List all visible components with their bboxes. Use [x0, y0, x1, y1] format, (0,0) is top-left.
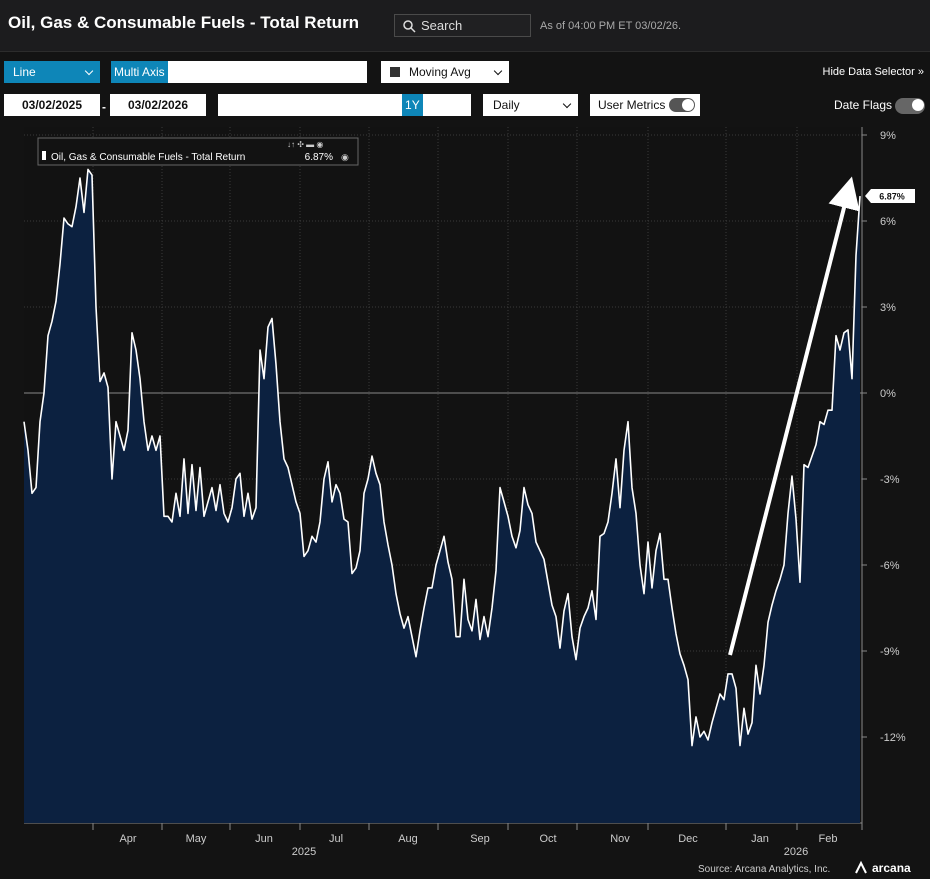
- y-tick-label: 3%: [880, 302, 896, 314]
- range-button[interactable]: QTD: [343, 98, 370, 112]
- header: [0, 0, 930, 52]
- x-tick-label: Jan: [751, 833, 769, 845]
- brand: arcana: [872, 861, 911, 875]
- x-group-label: 2025: [292, 846, 316, 858]
- user-metrics[interactable]: User Metrics: [590, 94, 700, 116]
- x-tick-label: Dec: [678, 833, 698, 845]
- y-tick-label: 0%: [880, 388, 896, 400]
- x-tick-label: Oct: [539, 833, 556, 845]
- moving-avg-swatch: [390, 67, 400, 77]
- frequency-dropdown[interactable]: Daily: [483, 94, 578, 116]
- moving-avg-dropdown[interactable]: Moving Avg: [381, 61, 509, 83]
- as-of: As of 04:00 PM ET 03/02/26.: [540, 20, 682, 32]
- range-button[interactable]: 1Y: [402, 94, 423, 116]
- range-button[interactable]: MTD: [311, 98, 338, 112]
- search-icon: [403, 20, 416, 33]
- page-title: Oil, Gas & Consumable Fuels - Total Retu…: [8, 13, 360, 32]
- x-tick-label: Sep: [470, 833, 490, 845]
- axis-mode-button[interactable]: Single Axis: [170, 65, 230, 79]
- legend: ↓↑ ✣ ▬ ◉ Oil, Gas & Consumable Fuels - T…: [37, 137, 359, 166]
- y-tick-label: -12%: [880, 732, 906, 744]
- area-fill: [24, 169, 860, 823]
- hide-selector[interactable]: Hide Data Selector »: [822, 66, 925, 78]
- axis-mode-button[interactable]: % Change: [235, 65, 292, 79]
- value-flag-label: 6.87%: [879, 192, 905, 202]
- legend-swatch: [42, 151, 46, 160]
- x-tick-label: Feb: [819, 833, 838, 845]
- end-date[interactable]: 03/02/2026: [110, 94, 206, 116]
- axis-mode-button[interactable]: Index to 100: [297, 65, 364, 79]
- legend-icons[interactable]: ↓↑ ✣ ▬ ◉: [287, 140, 323, 149]
- y-tick-label: 9%: [880, 130, 896, 142]
- y-tick-label: 6%: [880, 216, 896, 228]
- user-metrics-toggle[interactable]: [669, 98, 695, 112]
- range-button[interactable]: YTD: [375, 98, 400, 112]
- user-metrics-label: User Metrics: [598, 98, 666, 112]
- start-date[interactable]: 03/02/2025: [4, 94, 100, 116]
- plot: [23, 168, 861, 823]
- x-group-label: 2026: [784, 846, 808, 858]
- x-tick-label: May: [186, 833, 207, 845]
- search-box[interactable]: Search: [394, 14, 531, 37]
- x-tick-label: Jul: [329, 833, 343, 845]
- annotation-arrow: [728, 176, 860, 656]
- x-tick-label: Nov: [610, 833, 630, 845]
- y-tick-label: -9%: [880, 646, 900, 658]
- brand-logo: [855, 860, 867, 874]
- legend-value: 6.87%: [305, 152, 333, 163]
- range-button[interactable]: 20Y: [446, 98, 468, 112]
- x-tick-label: Apr: [119, 833, 136, 845]
- search-placeholder: Search: [421, 18, 463, 33]
- axis-mode-button[interactable]: Multi Axis: [111, 61, 168, 83]
- legend-label: Oil, Gas & Consumable Fuels - Total Retu…: [51, 152, 245, 163]
- moving-avg-label: Moving Avg: [409, 65, 471, 79]
- y-tick-label: -3%: [880, 474, 900, 486]
- line: [23, 168, 861, 747]
- range-button[interactable]: 1W: [242, 98, 261, 112]
- range-button[interactable]: 5Y: [425, 98, 441, 112]
- legend-eye[interactable]: ◉: [341, 152, 349, 162]
- value-flag: [865, 189, 915, 204]
- axis-modes: Multi Axis Single Axis % Change Index to 10…: [111, 61, 367, 83]
- date-separator: -: [102, 100, 106, 114]
- source: Source: Arcana Analytics, Inc.: [698, 864, 830, 875]
- date-flags-label: Date Flags: [834, 98, 893, 112]
- x-tick-label: Jun: [255, 833, 273, 845]
- range-button[interactable]: 1M: [266, 98, 284, 112]
- range-button[interactable]: 1D: [221, 98, 237, 112]
- x-tick-label: Aug: [398, 833, 418, 845]
- legend-box: [37, 137, 359, 166]
- range-button[interactable]: 3M: [289, 98, 306, 112]
- chart-style-dropdown[interactable]: Line: [4, 61, 100, 83]
- range-buttons: 1D 1W 1M 3M MTD QTD YTD 1Y 5Y 20Y: [218, 94, 471, 116]
- date-flags-toggle[interactable]: [895, 98, 925, 114]
- y-tick-label: -6%: [880, 560, 900, 572]
